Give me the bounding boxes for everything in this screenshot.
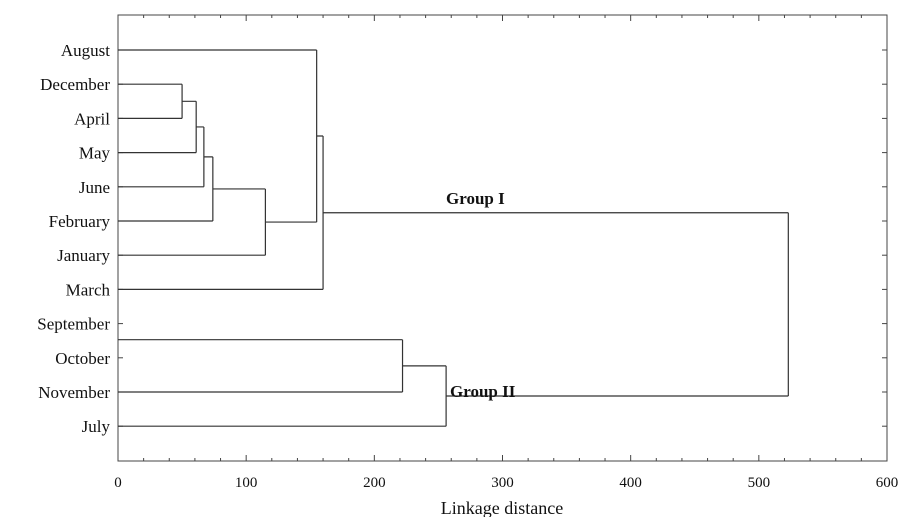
- leaf-label-december: December: [40, 75, 110, 94]
- leaf-labels: August December April May June February Januar…: [37, 41, 110, 436]
- link-december-april: [118, 83, 183, 119]
- group-i-label: Group I: [446, 189, 505, 208]
- link-add-june: [118, 126, 205, 188]
- leaf-label-july: July: [82, 417, 111, 436]
- x-tick-label-500: 500: [748, 475, 771, 491]
- leaf-label-june: June: [79, 178, 110, 197]
- leaf-label-february: February: [49, 212, 111, 231]
- x-tick-label-100: 100: [235, 475, 258, 491]
- link-add-july: [118, 365, 447, 427]
- x-tick-labels: 0 100 200 300 400 500 600: [114, 475, 898, 491]
- x-tick-label-300: 300: [491, 475, 514, 491]
- leaf-label-august: August: [61, 41, 110, 60]
- leaf-label-september: September: [37, 315, 110, 334]
- x-tick-label-200: 200: [363, 475, 386, 491]
- group-ii-label: Group II: [450, 382, 516, 401]
- leaf-label-november: November: [38, 383, 110, 402]
- link-add-january: [118, 188, 266, 256]
- link-add-august: [118, 49, 318, 223]
- x-tick-label-0: 0: [114, 475, 122, 491]
- link-add-may: [118, 100, 197, 154]
- leaf-label-october: October: [55, 349, 110, 368]
- link-root: [323, 212, 789, 397]
- leaf-label-april: April: [74, 109, 110, 128]
- leaf-label-january: January: [57, 246, 110, 265]
- link-sep-oct-nov: [118, 339, 404, 393]
- x-tick-label-600: 600: [876, 475, 899, 491]
- x-tick-label-400: 400: [619, 475, 642, 491]
- link-add-february: [118, 156, 214, 222]
- dendrogram-links: [118, 49, 789, 427]
- leaf-label-march: March: [66, 280, 111, 299]
- leaf-label-may: May: [79, 144, 111, 163]
- x-axis-title: Linkage distance: [441, 498, 563, 517]
- link-add-march: [118, 135, 324, 290]
